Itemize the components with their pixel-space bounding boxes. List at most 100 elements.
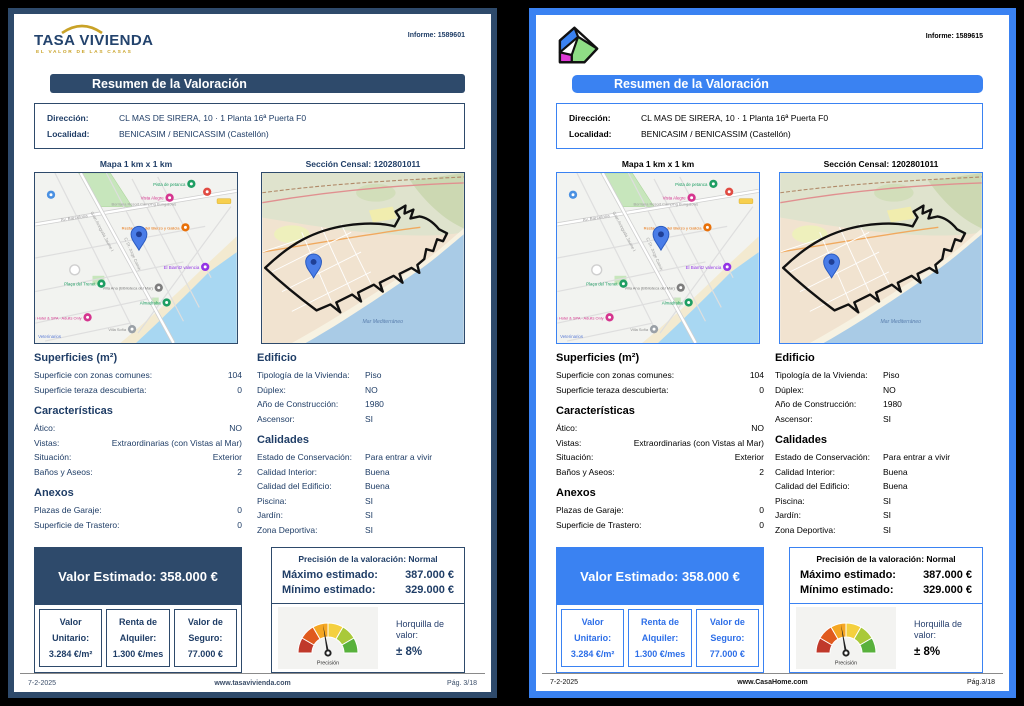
detail-row: Vistas: Extraordinarias (con Vistas al Ma… (34, 437, 242, 448)
localidad-label: Localidad: (47, 129, 90, 140)
section-heading-calidades: Calidades (257, 434, 309, 447)
detail-row: Calidad Interior: Buena (257, 466, 390, 477)
localidad-value: BENICASIM / BENICASSIM (Castellón) (119, 129, 269, 140)
detail-row: Ático: NO (556, 423, 764, 434)
min-estimated-row: Mínimo estimado: 329.000 € (800, 584, 972, 597)
detail-columns: Superficies (m²) Superficie con zonas co… (34, 348, 465, 537)
page-title: Resumen de la Valoración (572, 75, 983, 94)
detail-row: Jardín: SI (257, 510, 374, 521)
detail-row: Dúplex: NO (257, 384, 378, 395)
valor-seguro-value: 77.000 € (709, 649, 745, 660)
street-map-figure: Mapa 1 km x 1 km (34, 159, 238, 345)
detail-row: Piscina: SI (257, 495, 374, 506)
detail-row: Piscina: SI (775, 495, 892, 506)
censal-map (261, 172, 465, 345)
detail-row: Dúplex: NO (775, 384, 896, 395)
page-body: Informe: 1589615 Resumen de la Valoració… (536, 15, 1009, 691)
casahome-house-icon (558, 26, 599, 64)
renta-alquiler-cell: Renta de Alquiler: 1.300 €/mes (628, 609, 692, 668)
renta-alquiler-value: 1.300 €/mes (634, 649, 686, 660)
detail-row: Calidad del Edificio: Buena (257, 481, 390, 492)
street-map (34, 172, 238, 345)
horquilla-label: Horquilla de valor: (396, 618, 445, 640)
value-cells: Valor Unitario: 3.284 €/m² Renta de Alqu… (557, 605, 763, 672)
report-number-label: Informe: (925, 33, 954, 40)
valor-seguro-value: 77.000 € (187, 649, 223, 660)
value-cells: Valor Unitario: 3.284 €/m² Renta de Alqu… (35, 605, 241, 672)
report-page-tasavivienda: TASA VIVIENDA EL VALOR DE LAS CASAS Info… (8, 8, 497, 698)
section-heading-caracteristicas: Características (556, 405, 635, 418)
map-caption: Mapa 1 km x 1 km (99, 159, 173, 170)
detail-row: Baños y Aseos: 2 (556, 466, 764, 477)
detail-row: Superficie con zonas comunes: 104 (556, 370, 764, 381)
precision-title: Precisión de la valoración: Normal (816, 554, 956, 565)
detail-row: Estado de Conservación: Para entrar a viv… (257, 452, 433, 463)
detail-row: Situación: Exterior (34, 452, 242, 463)
detail-row: Baños y Aseos: 2 (34, 466, 242, 477)
brand-name: TASA VIVIENDA (34, 32, 154, 49)
page-header: TASA VIVIENDA EL VALOR DE LAS CASAS Info… (34, 22, 465, 72)
section-heading-superficies: Superficies (m²) (34, 352, 118, 365)
report-page-casahome: Informe: 1589615 Resumen de la Valoració… (529, 8, 1016, 698)
precision-summary: Precisión de la valoración: Normal Máxim… (790, 548, 982, 605)
horquilla-block: Horquilla de valor: ± 8% (396, 619, 448, 658)
report-number-label: Informe: (407, 32, 436, 39)
detail-row: Plazas de Garaje: 0 (34, 505, 242, 516)
street-map (556, 172, 760, 345)
address-box: Dirección: CL MAS DE SIRERA, 10 · 1 Plan… (34, 103, 465, 150)
valor-unitario-cell: Valor Unitario: 3.284 €/m² (39, 609, 103, 668)
address-row: Localidad: BENICASIM / BENICASSIM (Caste… (569, 126, 970, 142)
detail-columns: Superficies (m²) Superficie con zonas co… (556, 348, 983, 537)
detail-row: Estado de Conservación: Para entrar a viv… (775, 452, 951, 463)
localidad-value: BENICASIM / BENICASSIM (Castellón) (641, 129, 791, 140)
max-estimated-row: Máximo estimado: 387.000 € (282, 569, 454, 582)
estimated-value-box: Valor Estimado: 358.000 € Valor Unitario… (556, 547, 764, 674)
footer-page-number: Pág. 3/18 (447, 679, 478, 687)
maps-row: Mapa 1 km x 1 km Sección Censal: 1202801… (556, 159, 983, 345)
left-detail-column: Superficies (m²) Superficie con zonas co… (34, 348, 242, 537)
censal-caption: Sección Censal: 1202801011 (305, 159, 421, 170)
address-row: Localidad: BENICASIM / BENICASSIM (Caste… (47, 126, 452, 142)
section-heading-superficies: Superficies (m²) (556, 352, 640, 365)
detail-row: Calidad Interior: Buena (775, 466, 908, 477)
estimated-value: Valor Estimado: 358.000 € (557, 548, 763, 606)
min-estimated-row: Mínimo estimado: 329.000 € (282, 584, 454, 597)
detail-row: Superficie teraza descubierta: 0 (34, 384, 242, 395)
detail-row: Tipología de la Vivienda: Piso (257, 370, 382, 381)
precision-gauge-row: Horquilla de valor: ± 8% (790, 604, 982, 672)
maps-row: Mapa 1 km x 1 km Sección Censal: 1202801… (34, 159, 465, 345)
detail-row: Plazas de Garaje: 0 (556, 505, 764, 516)
horquilla-value: ± 8% (914, 645, 941, 658)
report-number-value: 1589615 (955, 33, 983, 40)
footer-date: 7-2-2025 (28, 679, 57, 687)
report-number: Informe: 1589615 (926, 33, 983, 40)
direccion-value: CL MAS DE SIRERA, 10 · 1 Planta 16ª Puer… (119, 113, 307, 124)
precision-box: Precisión de la valoración: Normal Máxim… (789, 547, 983, 674)
detail-row: Zona Deportiva: SI (257, 524, 374, 535)
detail-row: Calidad del Edificio: Buena (775, 481, 908, 492)
footer-website: www.tasavivienda.com (214, 679, 291, 687)
precision-gauge-icon (796, 607, 896, 669)
detail-row: Jardín: SI (775, 510, 892, 521)
censal-map-figure: Sección Censal: 1202801011 (261, 159, 465, 345)
horquilla-block: Horquilla de valor: ± 8% (914, 619, 966, 658)
right-detail-column: Edificio Tipología de la Vivienda: Piso D… (257, 348, 465, 537)
page-header: Informe: 1589615 (556, 23, 983, 73)
detail-row: Año de Construcción: 1980 (257, 399, 384, 410)
renta-alquiler-cell: Renta de Alquiler: 1.300 €/mes (106, 609, 170, 668)
direccion-value: CL MAS DE SIRERA, 10 · 1 Planta 16ª Puer… (641, 113, 829, 124)
precision-summary: Precisión de la valoración: Normal Máxim… (272, 548, 464, 605)
direccion-label: Dirección: (569, 113, 611, 124)
censal-map-figure: Sección Censal: 1202801011 (779, 159, 983, 345)
report-number-value: 1589601 (437, 32, 465, 39)
report-number: Informe: 1589601 (408, 32, 465, 39)
estimated-value: Valor Estimado: 358.000 € (35, 548, 241, 606)
detail-row: Tipología de la Vivienda: Piso (775, 370, 900, 381)
detail-row: Vistas: Extraordinarias (con Vistas al Ma… (556, 437, 764, 448)
page-footer: 7-2-2025 www.CasaHome.com Pág.3/18 (542, 673, 1003, 691)
section-heading-calidades: Calidades (775, 434, 827, 447)
address-box: Dirección: CL MAS DE SIRERA, 10 · 1 Plan… (556, 103, 983, 150)
precision-box: Precisión de la valoración: Normal Máxim… (271, 547, 465, 674)
valuation-row: Valor Estimado: 358.000 € Valor Unitario… (556, 547, 983, 674)
tasavivienda-logo: TASA VIVIENDA EL VALOR DE LAS CASAS (34, 22, 153, 55)
